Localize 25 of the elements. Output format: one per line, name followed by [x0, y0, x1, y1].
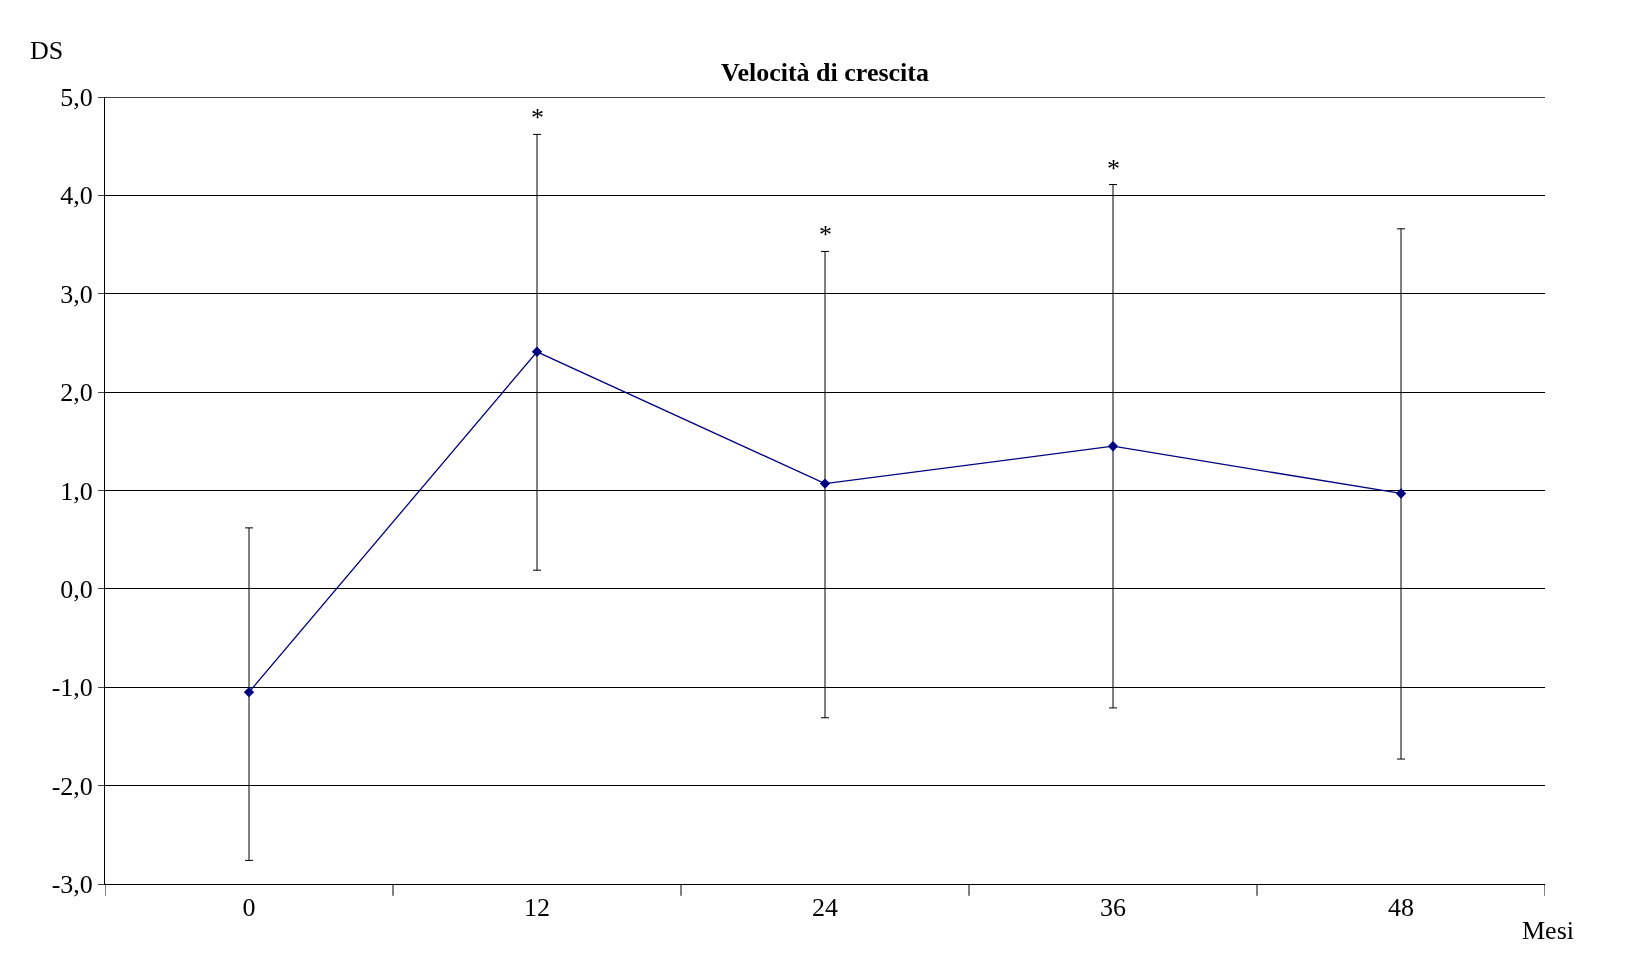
- x-tick-label: 0: [242, 893, 256, 923]
- y-tick-label: 5,0: [60, 83, 93, 113]
- point: [531, 346, 543, 357]
- y-axis-title: DS: [30, 36, 64, 65]
- point: [1395, 488, 1407, 499]
- y-tick-label: -1,0: [51, 673, 93, 703]
- y-tick-label: 4,0: [60, 181, 93, 211]
- x-tick-label: 36: [1100, 893, 1126, 923]
- y-tick-label: -3,0: [51, 870, 93, 900]
- y-tick-label: 2,0: [60, 378, 93, 408]
- chart-title: Velocità di crescita: [721, 58, 929, 88]
- annotation: *: [1107, 154, 1120, 183]
- x-tick-label: 12: [524, 893, 550, 923]
- annotation: *: [531, 103, 544, 132]
- x-tick-label: 24: [812, 893, 838, 923]
- point: [1107, 441, 1119, 452]
- y-tick-label: 1,0: [60, 476, 93, 506]
- point: [243, 686, 255, 698]
- y-tick-label: 0,0: [60, 574, 93, 604]
- point: [819, 478, 831, 489]
- x-axis-title: Mesi: [1522, 916, 1574, 945]
- annotation: *: [819, 220, 832, 249]
- y-tick-label: 3,0: [60, 279, 93, 309]
- y-tick-label: -2,0: [51, 771, 93, 801]
- x-tick-label: 48: [1388, 893, 1414, 923]
